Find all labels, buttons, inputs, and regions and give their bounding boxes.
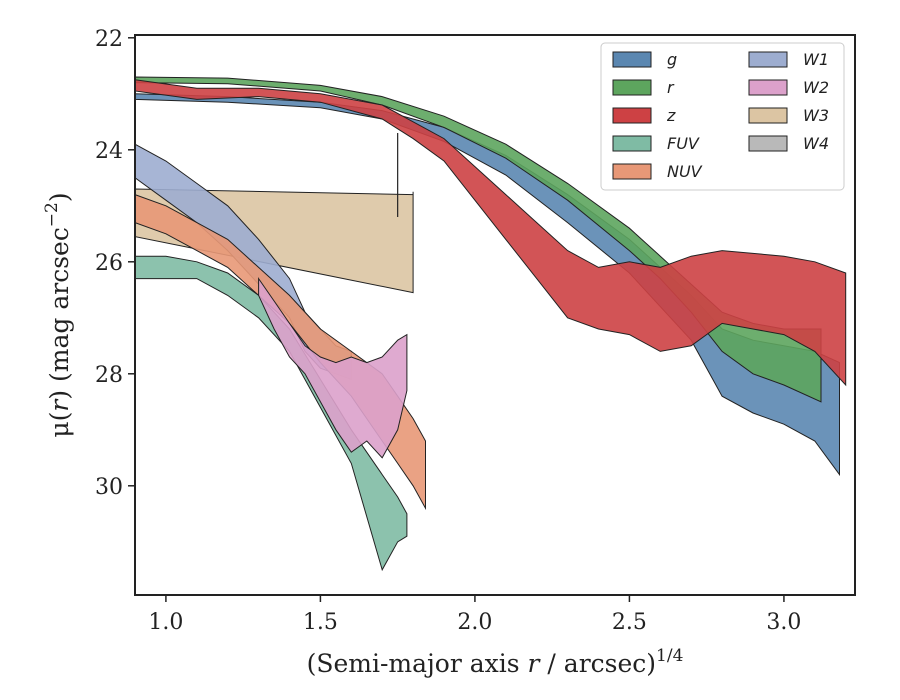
legend-swatch-w1	[748, 51, 788, 68]
legend-swatch-w4	[748, 135, 788, 152]
legend-swatch-w3	[748, 107, 788, 124]
x-tick-label: 2.0	[457, 610, 492, 635]
y-tick-label: 22	[95, 27, 123, 52]
plot-frame	[134, 34, 856, 596]
band-w2	[258, 276, 408, 459]
legend: grz FUV NUV W1 W2 W3 W4	[600, 42, 845, 191]
legend-label-g: g	[667, 50, 677, 69]
legend-swatch-w2	[748, 79, 788, 96]
y-tick-label: 30	[95, 475, 123, 500]
legend-label-w2: W2	[803, 78, 829, 97]
legend-swatch-g	[612, 51, 652, 68]
legend-label-z: z	[666, 106, 676, 125]
y-tick-label: 24	[95, 139, 123, 164]
x-axis-label: (Semi-major axis r / arcsec)1/4	[307, 646, 684, 678]
x-axis-ticks: 1.0 1.5 2.0 2.5 3.0	[148, 595, 801, 635]
legend-label-r: r	[667, 78, 675, 97]
x-tick-label: 1.5	[303, 610, 338, 635]
x-tick-label: 3.0	[766, 610, 801, 635]
y-axis-label: μ(r) (mag arcsec−2)	[42, 192, 74, 437]
legend-label-w4: W4	[803, 134, 829, 153]
x-tick-label: 1.0	[148, 610, 183, 635]
legend-label-nuv: NUV	[667, 162, 703, 181]
legend-swatch-z	[612, 107, 652, 124]
band-z	[134, 79, 847, 387]
legend-label-fuv: FUV	[667, 134, 700, 153]
x-tick-label: 2.5	[612, 610, 647, 635]
band-nuv	[134, 193, 426, 511]
y-axis-ticks: 22 24 26 28 30	[95, 27, 135, 500]
y-tick-label: 26	[95, 251, 123, 276]
legend-label-w1: W1	[803, 50, 829, 69]
legend-label-w3: W3	[803, 106, 829, 125]
legend-swatch-r	[612, 79, 652, 96]
y-tick-label: 28	[95, 363, 123, 388]
series-bands	[134, 76, 847, 572]
legend-swatch-nuv	[612, 163, 652, 180]
legend-swatch-fuv	[612, 135, 652, 152]
band-r	[134, 76, 822, 403]
